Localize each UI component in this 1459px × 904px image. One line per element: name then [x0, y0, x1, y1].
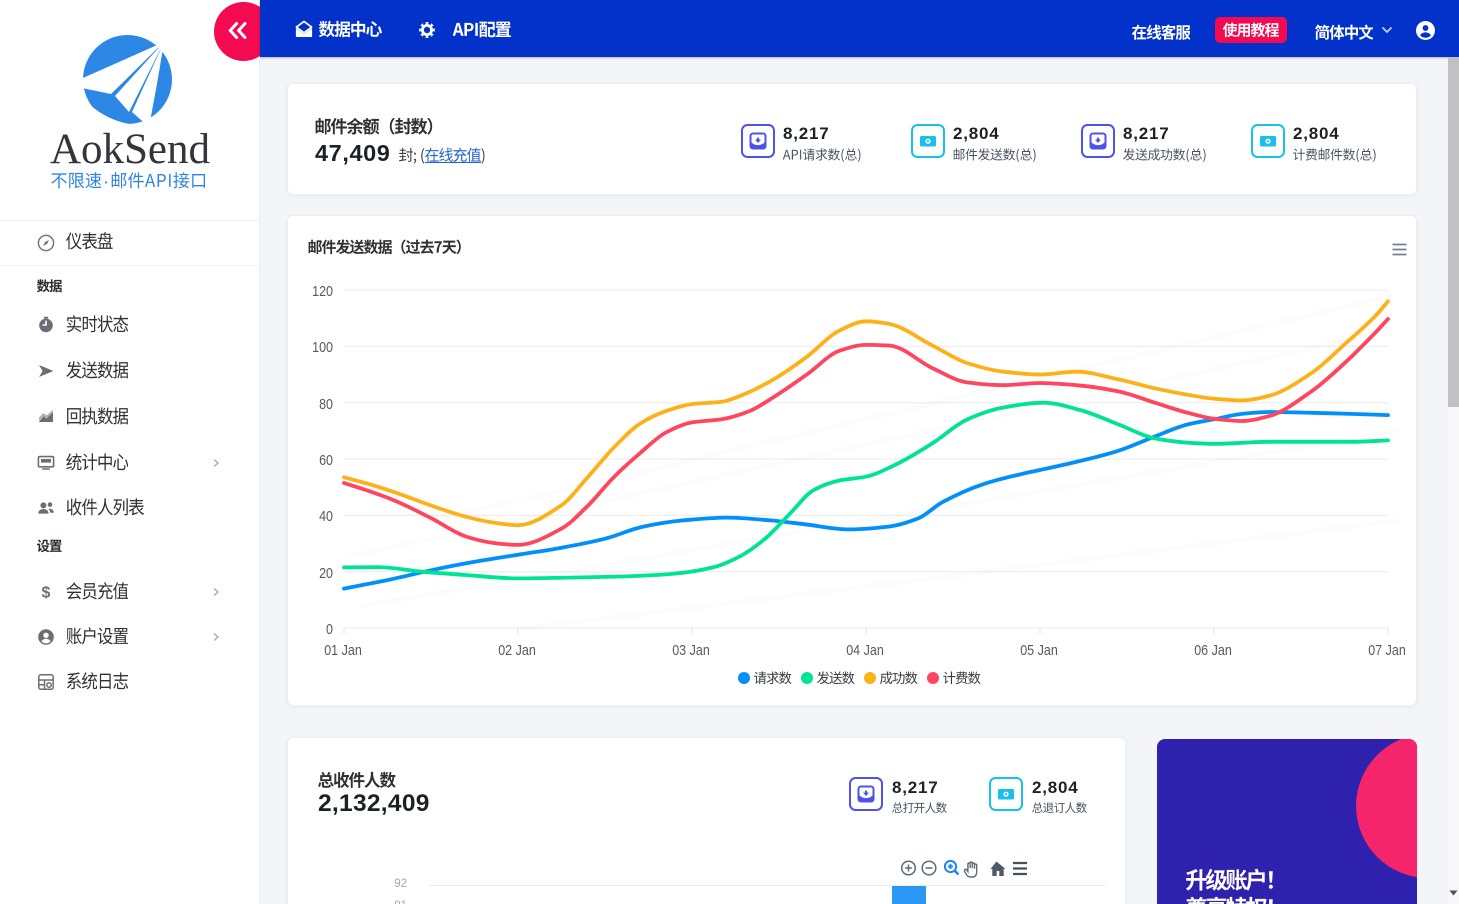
svg-text:$: $: [42, 585, 51, 602]
